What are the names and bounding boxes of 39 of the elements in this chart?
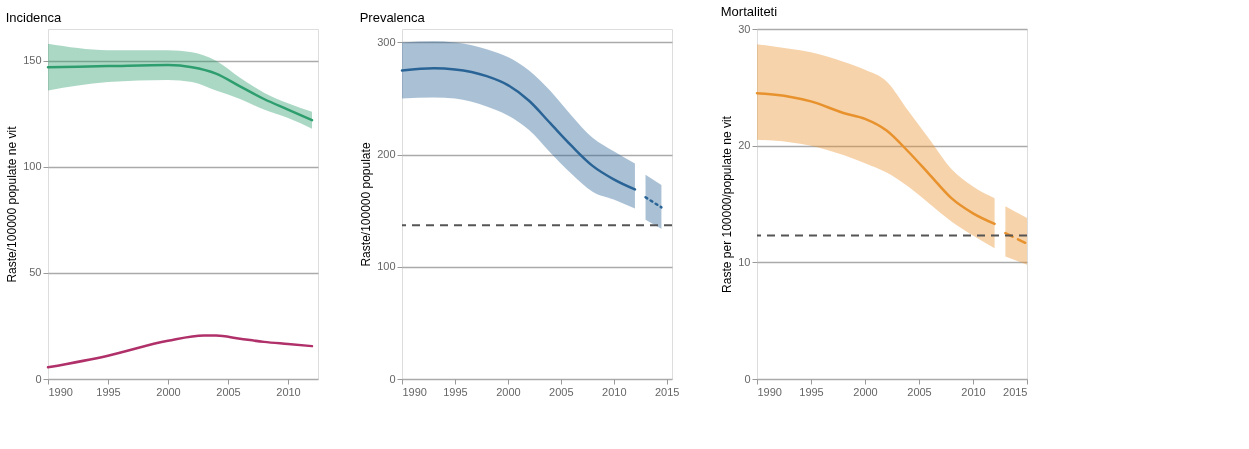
x-tick-label: 2005 <box>216 385 241 398</box>
y-tick-label: 10 <box>738 255 751 268</box>
x-tick-label: 1995 <box>799 385 824 398</box>
x-tick-label: 2000 <box>496 385 521 398</box>
x-tick-label: 2005 <box>907 385 932 398</box>
line-series <box>46 63 314 122</box>
x-tick-label: 2010 <box>961 385 986 398</box>
y-tick-label: 0 <box>35 372 42 385</box>
line-series <box>400 67 637 191</box>
line-series <box>46 334 314 369</box>
x-tick-label: 2005 <box>549 385 574 398</box>
y-tick-label: 0 <box>389 372 396 385</box>
x-tick-label: 1995 <box>443 385 468 398</box>
x-tick-label: 2000 <box>853 385 878 398</box>
x-tick-label: 2010 <box>276 385 301 398</box>
x-tick-label: 1990 <box>48 385 73 398</box>
y-tick-label: 50 <box>29 266 42 279</box>
chart-title: Incidenca <box>5 10 63 25</box>
x-tick-label: 2015 <box>654 385 680 398</box>
chart-title: Prevalenca <box>359 10 426 25</box>
x-tick-label: 1995 <box>96 385 121 398</box>
y-tick-label: 0 <box>744 372 751 385</box>
chart-title: Mortaliteti <box>720 4 778 19</box>
y-tick-label: 100 <box>23 160 42 173</box>
x-tick-label: 1990 <box>402 385 427 398</box>
line-series <box>755 91 996 226</box>
y-tick-label: 300 <box>377 35 396 48</box>
y-axis-title: Raste/100000 populate ne vit <box>5 125 20 283</box>
y-tick-label: 20 <box>738 139 751 152</box>
y-tick-label: 200 <box>377 148 396 161</box>
x-tick-label: 2010 <box>602 385 627 398</box>
y-tick-label: 30 <box>738 22 751 35</box>
y-axis-title: Raste per 100000/populate ne vit <box>720 115 735 293</box>
y-tick-label: 150 <box>23 54 42 67</box>
y-tick-label: 100 <box>377 260 396 273</box>
y-axis-title: Raste/100000 populate <box>359 142 374 267</box>
x-tick-label: 1990 <box>757 385 782 398</box>
x-tick-label: 2000 <box>156 385 181 398</box>
x-tick-label: 2015 <box>1003 385 1028 398</box>
